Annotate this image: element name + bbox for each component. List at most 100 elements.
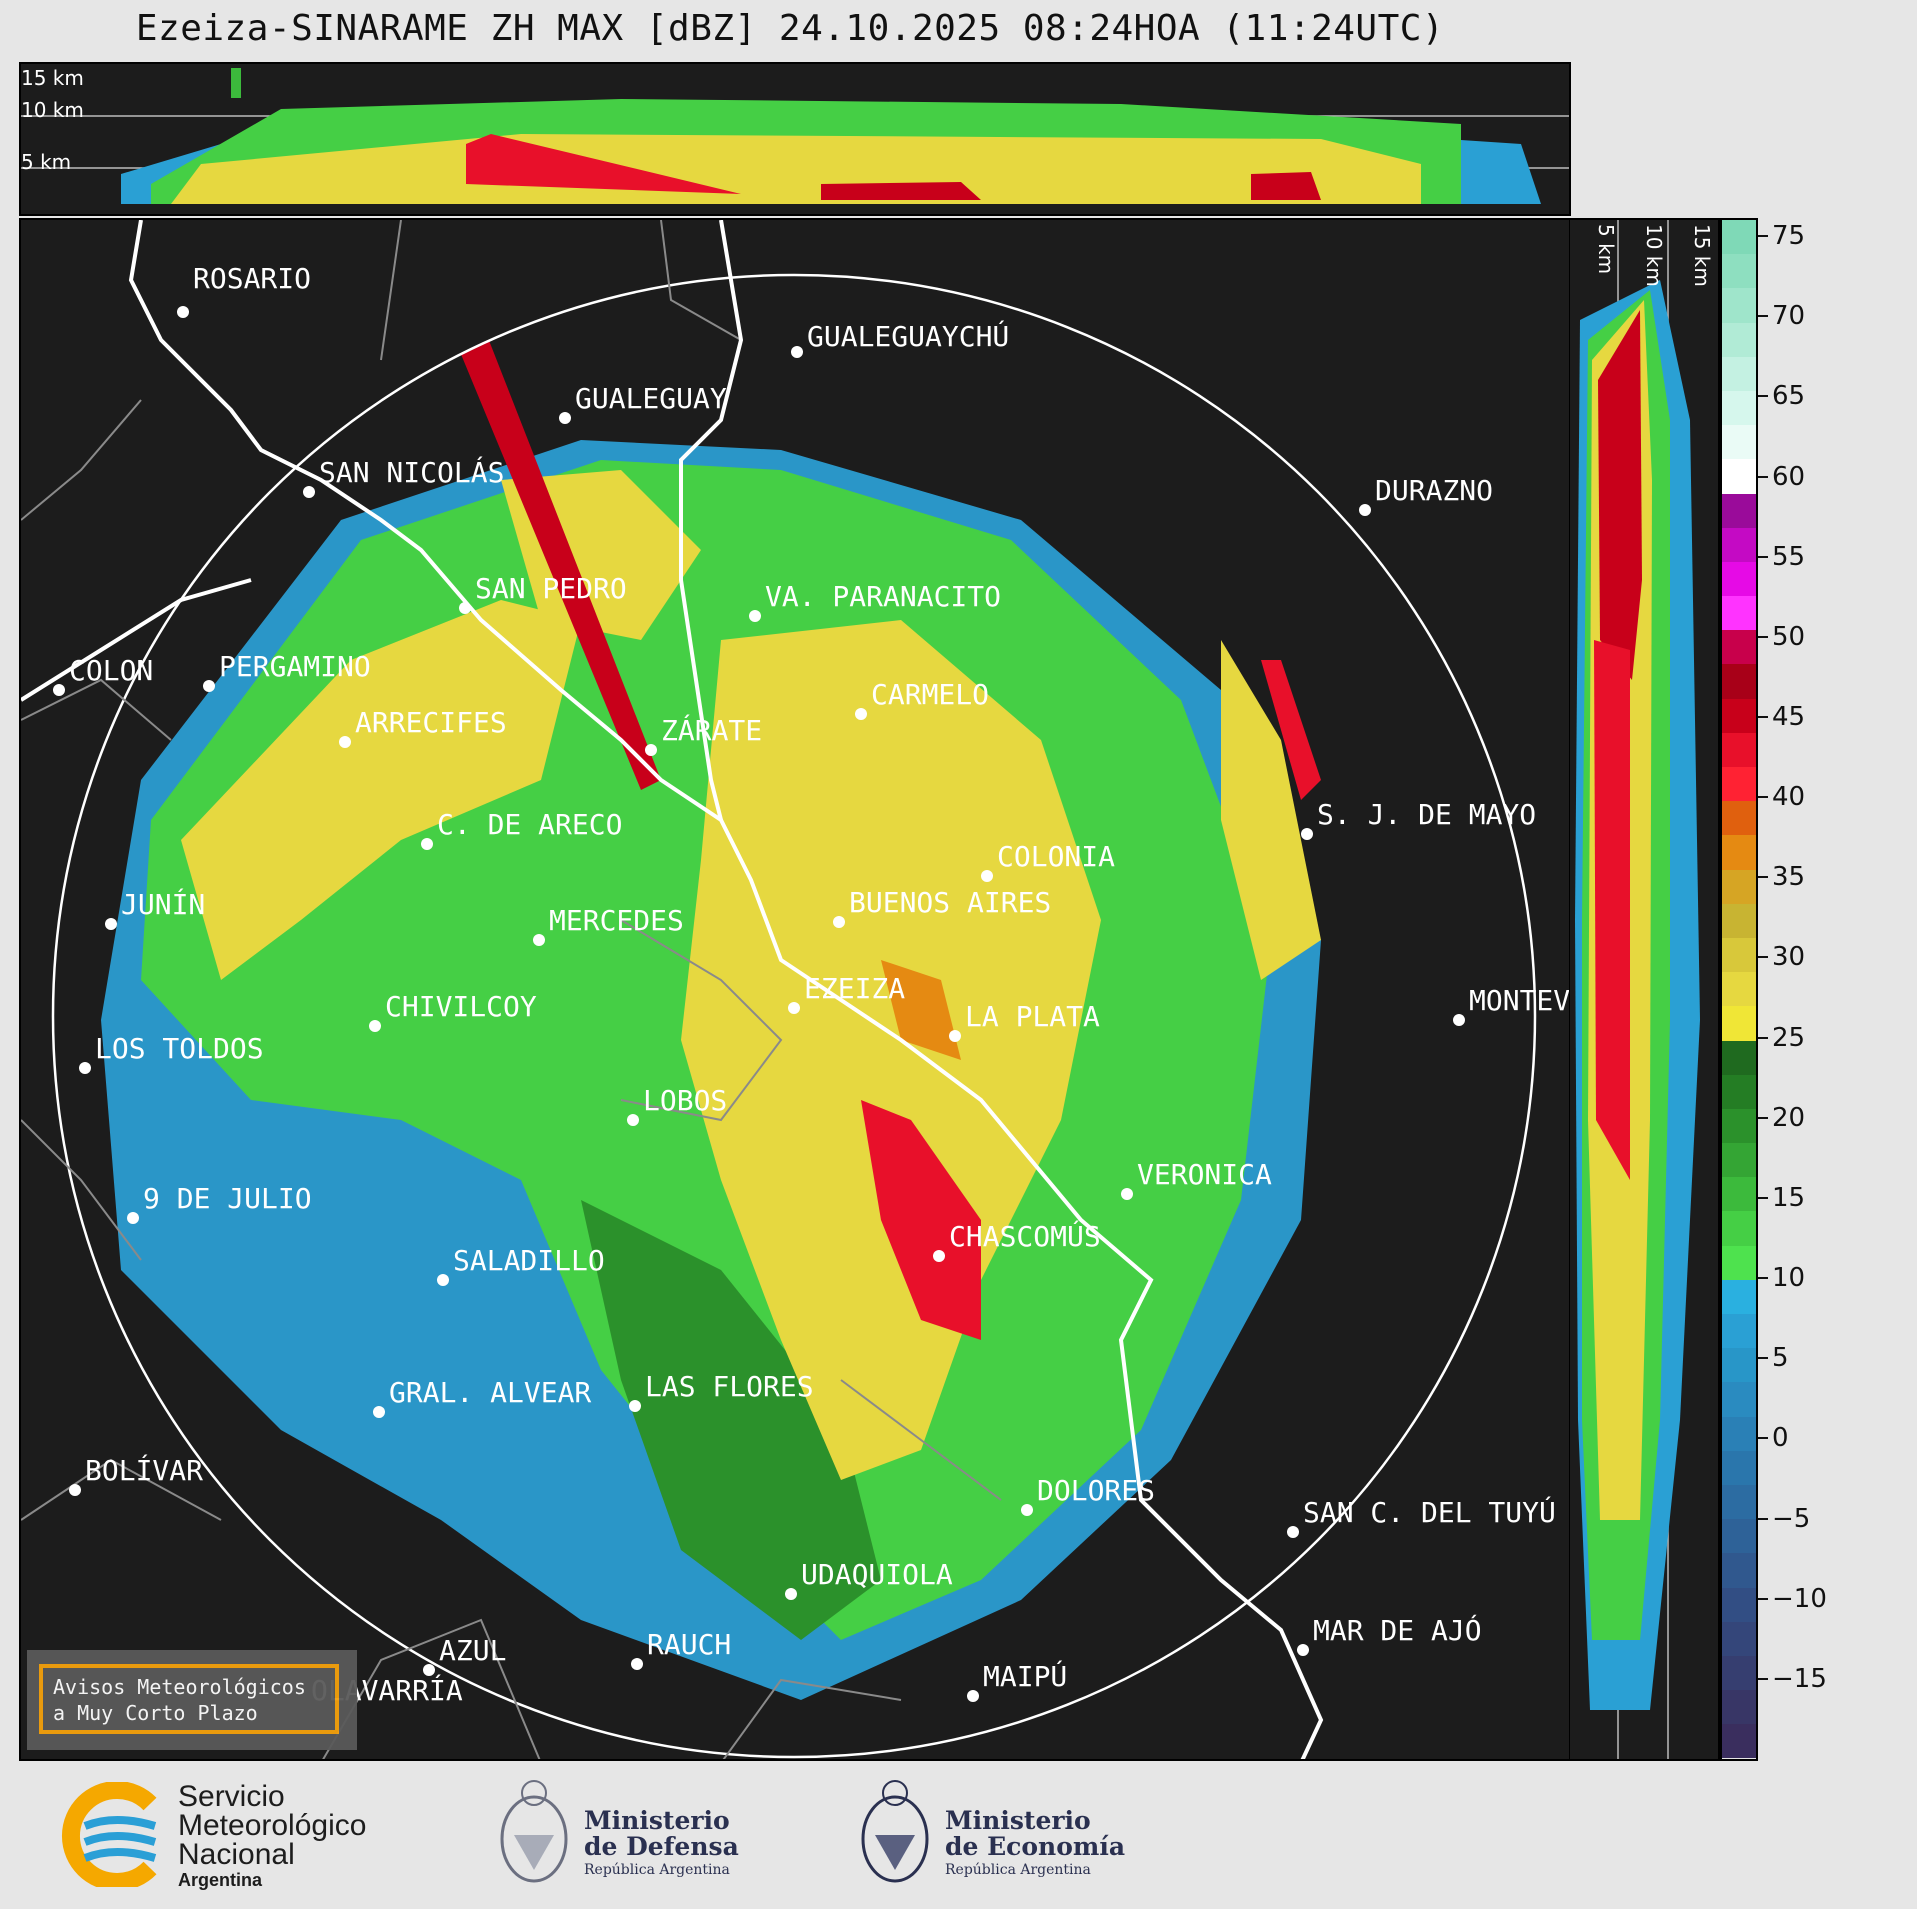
colorbar-tick [1758, 1437, 1768, 1440]
city-label-udaquiola: UDAQUIOLA [801, 1558, 953, 1591]
top-alt-label-5km: 5 km [21, 150, 72, 174]
city-dot-pergamino [203, 680, 215, 692]
side-cross-section-panel: 5 km 10 km 15 km [1570, 218, 1720, 1761]
city-dot-san-nicolas [303, 486, 315, 498]
page-title: Ezeiza-SINARAME ZH MAX [dBZ] 24.10.2025 … [135, 8, 1445, 49]
echo-orange-core [881, 960, 961, 1060]
colorbar-tick [1758, 796, 1768, 799]
echo-red-east [1261, 660, 1321, 800]
radar-map-panel: ROSARIO GUALEGUAYCHÚ GUALEGUAY SAN NICOL… [19, 218, 1571, 1761]
city-label-azul: AZUL [439, 1634, 506, 1667]
warnings-line1: Avisos Meteorológicos [53, 1675, 306, 1699]
very-short-term-warnings-button[interactable]: Avisos Meteorológicos a Muy Corto Plazo [27, 1650, 357, 1750]
colorbar-tick [1758, 395, 1768, 398]
city-label-sj-de-mayo: S. J. DE MAYO [1317, 798, 1536, 831]
defensa-name: Ministerio de Defensa República Argentin… [584, 1808, 739, 1880]
city-label-pergamino: PERGAMINO [219, 650, 371, 683]
colorbar-step [1722, 561, 1756, 597]
defensa-seal-icon [500, 1780, 568, 1883]
colorbar-tick-label: 20 [1772, 1102, 1806, 1133]
colorbar-tick [1758, 555, 1768, 558]
city-dot-saladillo [437, 1274, 449, 1286]
city-label-lobos: LOBOS [643, 1084, 727, 1117]
colorbar-tick-label: 30 [1772, 942, 1806, 973]
colorbar-step [1722, 356, 1756, 391]
city-dot-gral-alvear [373, 1406, 385, 1418]
echo-red-core [861, 1100, 981, 1340]
colorbar-tick [1758, 235, 1768, 238]
colorbar-tick-label: 55 [1772, 541, 1806, 572]
colorbar-tick [1758, 876, 1768, 879]
city-dot-mercedes [533, 934, 545, 946]
side-cross-section-plot [1575, 220, 1700, 1759]
city-dot-chivilcoy [369, 1020, 381, 1032]
top-cross-section-panel: 15 km 10 km 5 km [19, 62, 1571, 216]
colorbar-step [1722, 1587, 1756, 1622]
city-dot-sj-de-mayo [1301, 828, 1313, 840]
city-dot-los-toldos [79, 1062, 91, 1074]
colorbar-step [1722, 1450, 1756, 1485]
city-label-ezeiza: EZEIZA [804, 972, 905, 1005]
colorbar-step [1722, 1245, 1756, 1280]
city-dot-colon [53, 684, 65, 696]
city-label-rosario: ROSARIO [193, 262, 311, 295]
city-label-san-pedro: SAN PEDRO [475, 572, 627, 605]
city-label-mar-de-ajo: MAR DE AJÓ [1313, 1613, 1482, 1647]
colorbar-step [1722, 1279, 1756, 1314]
colorbar-step [1722, 1690, 1756, 1725]
smn-line2: Meteorológico [178, 1809, 367, 1842]
colorbar-step [1722, 596, 1756, 631]
colorbar-step [1722, 767, 1756, 802]
city-label-gualeguaychu: GUALEGUAYCHÚ [807, 319, 1009, 353]
top-echo-red-core-east [1251, 172, 1321, 200]
city-dot-rauch [631, 1658, 643, 1670]
top-echo-red-core [821, 182, 981, 200]
colorbar-step [1722, 869, 1756, 904]
city-label-durazno: DURAZNO [1375, 474, 1493, 507]
city-dot-las-flores [629, 1400, 641, 1412]
defensa-line2: de Defensa [584, 1832, 739, 1861]
city-dot-lobos [627, 1114, 639, 1126]
colorbar-step [1722, 459, 1756, 494]
colorbar-tick-label: 60 [1772, 461, 1806, 492]
side-alt-label-5km: 5 km [1594, 224, 1618, 275]
city-label-gualeguay: GUALEGUAY [575, 382, 727, 415]
defensa-line3: República Argentina [584, 1862, 730, 1878]
colorbar-tick [1758, 715, 1768, 718]
colorbar-tick-label: 10 [1772, 1263, 1806, 1294]
echo-yellow-east [1221, 640, 1321, 980]
colorbar-step [1722, 527, 1756, 562]
colorbar-step [1722, 630, 1756, 665]
colorbar-tick [1758, 1517, 1768, 1520]
city-dot-colonia [981, 870, 993, 882]
city-label-veronica: VERONICA [1137, 1158, 1272, 1191]
colorbar-step [1722, 1484, 1756, 1520]
city-dot-san-pedro [459, 602, 471, 614]
colorbar-step [1722, 1621, 1756, 1656]
smn-logo [62, 1782, 157, 1887]
economia-line3: República Argentina [945, 1862, 1091, 1878]
city-dot-carmelo [855, 708, 867, 720]
colorbar-step [1722, 1108, 1756, 1144]
colorbar-tick-label: 5 [1772, 1343, 1789, 1374]
city-dot-chascomus [933, 1250, 945, 1262]
reflectivity-layer [101, 320, 1321, 1700]
colorbar-tick [1758, 1357, 1768, 1360]
city-label-los-toldos: LOS TOLDOS [95, 1032, 264, 1065]
colorbar-tick-label: 65 [1772, 381, 1806, 412]
colorbar-step [1722, 254, 1756, 289]
city-dot-veronica [1121, 1188, 1133, 1200]
colorbar-tick [1758, 1597, 1768, 1600]
city-dot-mar-de-ajo [1297, 1644, 1309, 1656]
colorbar-step [1722, 801, 1756, 836]
city-label-9-de-julio: 9 DE JULIO [143, 1182, 312, 1215]
colorbar-step [1722, 1211, 1756, 1246]
city-label-arrecifes: ARRECIFES [355, 706, 507, 739]
colorbar-step [1722, 322, 1756, 357]
city-label-chivilcoy: CHIVILCOY [385, 990, 537, 1023]
colorbar-step [1722, 1655, 1756, 1691]
colorbar-tick [1758, 1116, 1768, 1119]
city-dot-san-c-del-tuyu [1287, 1526, 1299, 1538]
colorbar-tick [1758, 635, 1768, 638]
city-label-c-de-areco: C. DE ARECO [437, 808, 622, 841]
